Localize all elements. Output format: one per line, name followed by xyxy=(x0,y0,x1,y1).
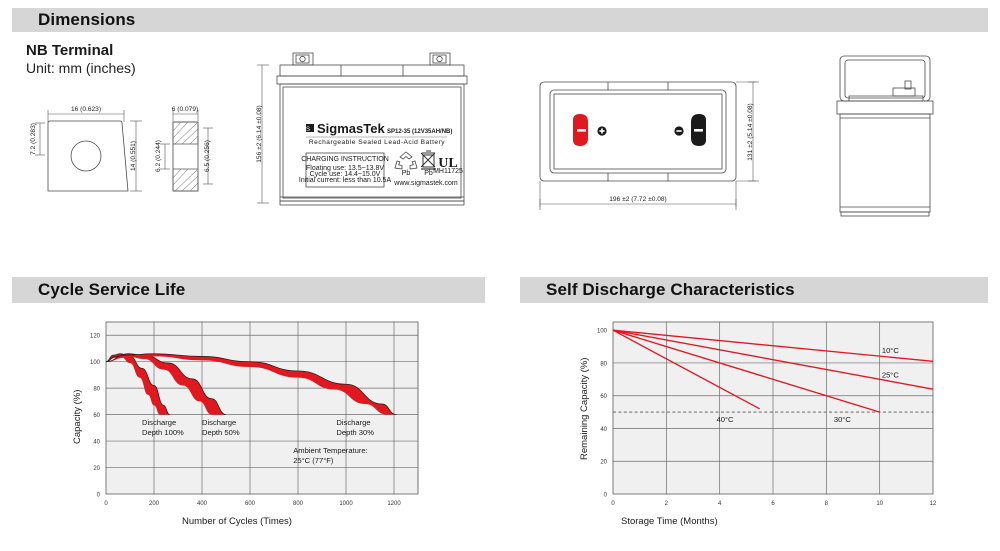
weee-bin-icon: Pb xyxy=(420,150,436,177)
cycle-y-axis-label: Capacity (%) xyxy=(72,390,83,444)
self-xtick-label: 8 xyxy=(825,501,829,507)
recycle-icon: Pb xyxy=(394,151,418,177)
battery-brand: SigmasTek xyxy=(317,121,385,136)
section-title-dimensions: Dimensions xyxy=(38,10,136,29)
svg-text:UL: UL xyxy=(438,156,457,171)
self-series-label-25-c: 25°C xyxy=(882,371,899,380)
self-xtick-label: 4 xyxy=(718,501,722,507)
battery-website: www.sigmastek.com xyxy=(393,180,458,187)
battery-model: SP12-35 (12V35AH/NB) xyxy=(387,129,452,135)
self-xtick-label: 0 xyxy=(611,501,615,507)
cycle-annotation-line-1: Ambient Temperature: xyxy=(293,446,368,455)
section-header-self-discharge: Self Discharge Characteristics xyxy=(520,277,988,303)
self-ytick-label: 80 xyxy=(600,361,607,367)
charging-line-1: Floating use: 13.5~13.8V xyxy=(306,165,384,172)
section-title-cycle-service-life: Cycle Service Life xyxy=(38,280,186,299)
dim-battery-depth: 131 ±2 (5.14 ±0.08) xyxy=(747,103,754,160)
cycle-ytick-label: 20 xyxy=(93,466,100,472)
cycle-xtick-label: 800 xyxy=(293,501,304,507)
self-ytick-label: 0 xyxy=(604,492,608,498)
positive-polarity-icon xyxy=(597,126,607,136)
cycle-xtick-label: 1200 xyxy=(387,501,401,507)
dim-side-width: 6 (0.079) xyxy=(172,106,198,113)
self-xtick-label: 6 xyxy=(771,501,775,507)
self-xtick-label: 12 xyxy=(930,501,937,507)
section-header-cycle-service-life: Cycle Service Life xyxy=(12,277,485,303)
cycle-band-discharge-depth-100- xyxy=(106,353,170,415)
charging-line-3: Initial current: less than 10.5A xyxy=(299,177,392,184)
cycle-x-axis-label: Number of Cycles (Times) xyxy=(182,516,292,527)
weee-mark-label: Pb xyxy=(424,170,433,177)
self-line-25-c xyxy=(612,329,934,390)
charging-title: CHARGING INSTRUCTION xyxy=(301,156,389,163)
dim-front-width: 16 (0.623) xyxy=(71,106,101,113)
dim-side-gap: 6.2 (0.244) xyxy=(155,140,162,172)
self-series-label-30-c: 30°C xyxy=(834,415,851,424)
dim-battery-width: 196 ±2 (7.72 ±0.08) xyxy=(609,196,666,203)
cycle-annotation-line-2: 25°C (77°F) xyxy=(293,456,334,465)
cycle-xtick-label: 600 xyxy=(245,501,256,507)
cycle-annotation-line-2: Depth 30% xyxy=(336,428,374,437)
cycle-ytick-label: 0 xyxy=(97,492,101,498)
self-series-label-40-c: 40°C xyxy=(717,415,734,424)
cycle-curve-upper xyxy=(105,353,170,415)
recycle-mark-label: Pb xyxy=(402,170,411,177)
certification-marks: Pb Pb UL MH11725 www.sigmastek.com xyxy=(393,150,463,187)
self-ytick-label: 40 xyxy=(600,427,607,433)
cycle-curve-upper xyxy=(105,353,397,415)
battery-top-view: 131 ±2 (5.14 ±0.08) 196 ±2 (7.72 ±0.08) xyxy=(528,50,798,230)
cycle-xtick-label: 200 xyxy=(149,501,160,507)
battery-front-view: 156 ±2 (6.14 ±0.08) S SigmasTek SP12-35 … xyxy=(250,45,510,230)
negative-terminal xyxy=(691,114,706,146)
dim-side-height: 6.5 (0.256) xyxy=(204,140,211,172)
dim-battery-height: 156 ±2 (6.14 ±0.08) xyxy=(256,105,263,162)
self-xtick-label: 10 xyxy=(876,501,883,507)
cycle-ytick-label: 120 xyxy=(90,334,101,340)
self-y-axis-label: Remaining Capacity (%) xyxy=(579,358,590,460)
self-x-axis-label: Storage Time (Months) xyxy=(621,516,718,527)
nb-terminal-heading: NB Terminal xyxy=(26,42,114,59)
self-ytick-label: 60 xyxy=(600,394,607,400)
ul-mark-icon: UL MH11725 xyxy=(433,156,463,175)
charging-line-2: Cycle use: 14.4~15.0V xyxy=(310,171,381,178)
svg-text:S: S xyxy=(306,127,310,133)
dim-front-height: 14 (0.551) xyxy=(130,141,137,171)
dim-front-inner-height: 7.2 (0.283) xyxy=(30,123,37,155)
cycle-plot-area xyxy=(105,321,419,495)
cycle-annotation-line-2: Depth 50% xyxy=(202,428,240,437)
cycle-band-discharge-depth-50- xyxy=(106,353,226,415)
cycle-ytick-label: 100 xyxy=(90,360,101,366)
cycle-xtick-label: 1000 xyxy=(339,501,353,507)
cycle-ytick-label: 80 xyxy=(93,387,100,393)
cycle-xtick-label: 400 xyxy=(197,501,208,507)
section-header-dimensions: Dimensions xyxy=(12,8,988,32)
cycle-annotation-line-1: Discharge xyxy=(142,418,176,427)
terminal-drawings: 16 (0.623) 14 (0.551) 7.2 (0.283) 6 (0.0… xyxy=(10,92,250,222)
negative-polarity-icon xyxy=(674,126,684,136)
chart-cycle-service-life: 0 200 400 600 800 1000 1200 0 20 40 60 80 100 120 Disc… xyxy=(18,308,488,548)
svg-text:MH11725: MH11725 xyxy=(433,168,463,175)
self-line-30-c xyxy=(612,329,880,413)
self-series-label-10-c: 10°C xyxy=(882,346,899,355)
section-title-self-discharge: Self Discharge Characteristics xyxy=(546,280,795,299)
cycle-band-discharge-depth-30- xyxy=(106,353,397,415)
self-ytick-label: 20 xyxy=(600,460,607,466)
battery-subtitle: Rechargeable Sealed Lead-Acid Battery xyxy=(309,139,445,146)
cycle-annotation-line-2: Depth 100% xyxy=(142,428,184,437)
self-xtick-label: 2 xyxy=(665,501,669,507)
positive-terminal xyxy=(573,114,588,146)
cycle-ytick-label: 40 xyxy=(93,439,100,445)
chart-self-discharge: 0 2 4 6 8 10 12 0 20 40 60 80 100 10°C 25°C 30°C 40°C Sto… xyxy=(525,308,995,548)
cycle-ytick-label: 60 xyxy=(93,413,100,419)
cycle-annotation-line-1: Discharge xyxy=(202,418,236,427)
cycle-xtick-label: 0 xyxy=(104,501,108,507)
self-ytick-label: 100 xyxy=(597,329,608,335)
cycle-curve-upper xyxy=(105,353,227,415)
unit-note: Unit: mm (inches) xyxy=(26,60,136,76)
charging-instruction-box: CHARGING INSTRUCTION Floating use: 13.5~… xyxy=(299,152,392,188)
battery-side-view xyxy=(805,48,985,233)
self-line-40-c xyxy=(612,329,760,410)
self-line-10-c xyxy=(612,329,934,362)
cycle-annotation-line-1: Discharge xyxy=(336,418,370,427)
